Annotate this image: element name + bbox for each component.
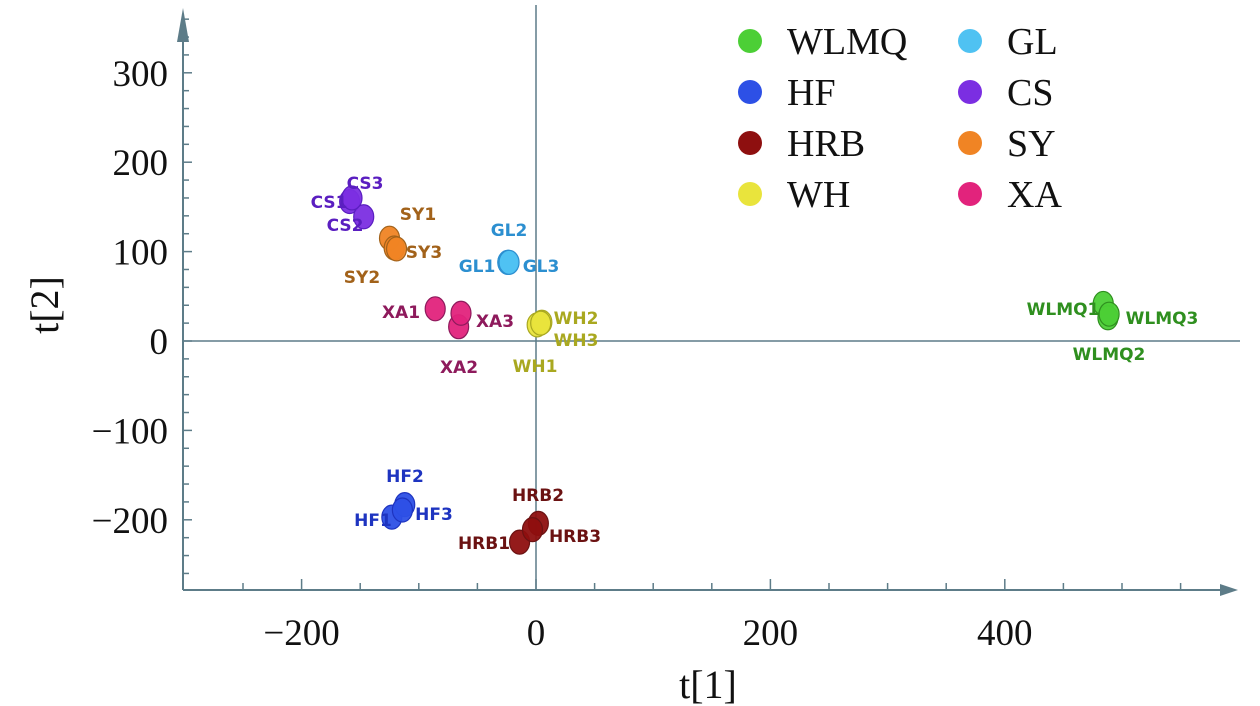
point-label-gl2: GL2 [491,221,528,241]
x-axis-title: t[1] [679,662,737,706]
point-label-wh3: WH3 [554,331,599,351]
legend-label-hf: HF [787,72,836,114]
point-label-xa1: XA1 [382,303,420,323]
x-tick-label: 200 [743,613,799,654]
data-point-cs2 [353,204,375,230]
point-label-hf3: HF3 [415,505,453,525]
point-label-wlmq1: WLMQ1 [1027,300,1100,320]
point-label-hf1: HF1 [354,511,392,531]
legend-label-cs: CS [1007,72,1053,114]
point-label-hf2: HF2 [386,467,424,487]
legend-marker-wh [738,182,762,206]
point-label-sy1: SY1 [400,205,436,225]
legend-marker-hf [738,80,762,104]
x-tick-label: −200 [263,613,339,654]
data-point-wlmq3 [1098,301,1120,327]
y-axis-arrow-icon [177,8,189,42]
legend-label-sy: SY [1007,123,1056,165]
point-label-wh2: WH2 [554,309,599,329]
y-tick-label: 0 [150,322,169,363]
data-point-hrb3 [521,517,544,543]
point-label-gl1: GL1 [459,257,496,277]
legend-marker-sy [958,131,982,155]
y-tick-label: −200 [92,501,168,542]
point-label-wlmq3: WLMQ3 [1126,309,1199,329]
y-tick-label: 100 [113,233,169,274]
axes: −200 0 200 400 −200 −100 0 100 200 300 [92,8,1238,654]
data-point-cs3 [341,185,363,211]
x-tick-label: 400 [977,613,1033,654]
point-label-wh1: WH1 [513,357,558,377]
point-label-wlmq2: WLMQ2 [1073,345,1146,365]
y-tick-label: 300 [113,54,169,95]
data-point-gl3 [498,249,520,275]
legend-label-xa: XA [1007,174,1062,216]
point-label-sy3: SY3 [406,243,442,263]
y-tick-label: −100 [92,411,168,452]
x-tick-label: 0 [527,613,546,654]
data-point-sy3 [385,236,408,262]
data-points [339,185,1120,555]
point-label-cs1: CS1 [311,193,348,213]
x-axis-arrow-icon [1220,584,1238,596]
point-label-hrb2: HRB2 [512,486,564,506]
point-label-hrb1: HRB1 [458,534,510,554]
legend-marker-xa [958,182,982,206]
legend-label-wlmq: WLMQ [787,21,907,63]
y-tick-label: 200 [113,143,169,184]
legend-marker-cs [958,80,982,104]
legend-label-gl: GL [1007,21,1058,63]
legend-marker-wlmq [738,29,762,53]
point-label-cs3: CS3 [347,174,384,194]
point-label-xa3: XA3 [476,312,514,332]
data-point-wh3 [530,310,552,336]
point-label-gl3: GL3 [523,257,560,277]
y-axis-title: t[2] [22,276,67,334]
legend: WLMQ HF HRB WH GL CS SY XA [738,21,1062,216]
legend-label-hrb: HRB [787,123,865,165]
point-label-hrb3: HRB3 [549,527,601,547]
legend-marker-hrb [738,131,762,155]
legend-marker-gl [958,29,982,53]
data-point-xa1 [424,296,446,322]
point-label-cs2: CS2 [327,216,364,236]
data-point-hf3 [391,497,413,523]
point-label-xa2: XA2 [440,358,478,378]
legend-label-wh: WH [787,174,850,216]
data-point-xa3 [450,300,472,326]
zero-lines [183,5,1240,590]
point-label-sy2: SY2 [344,268,380,288]
